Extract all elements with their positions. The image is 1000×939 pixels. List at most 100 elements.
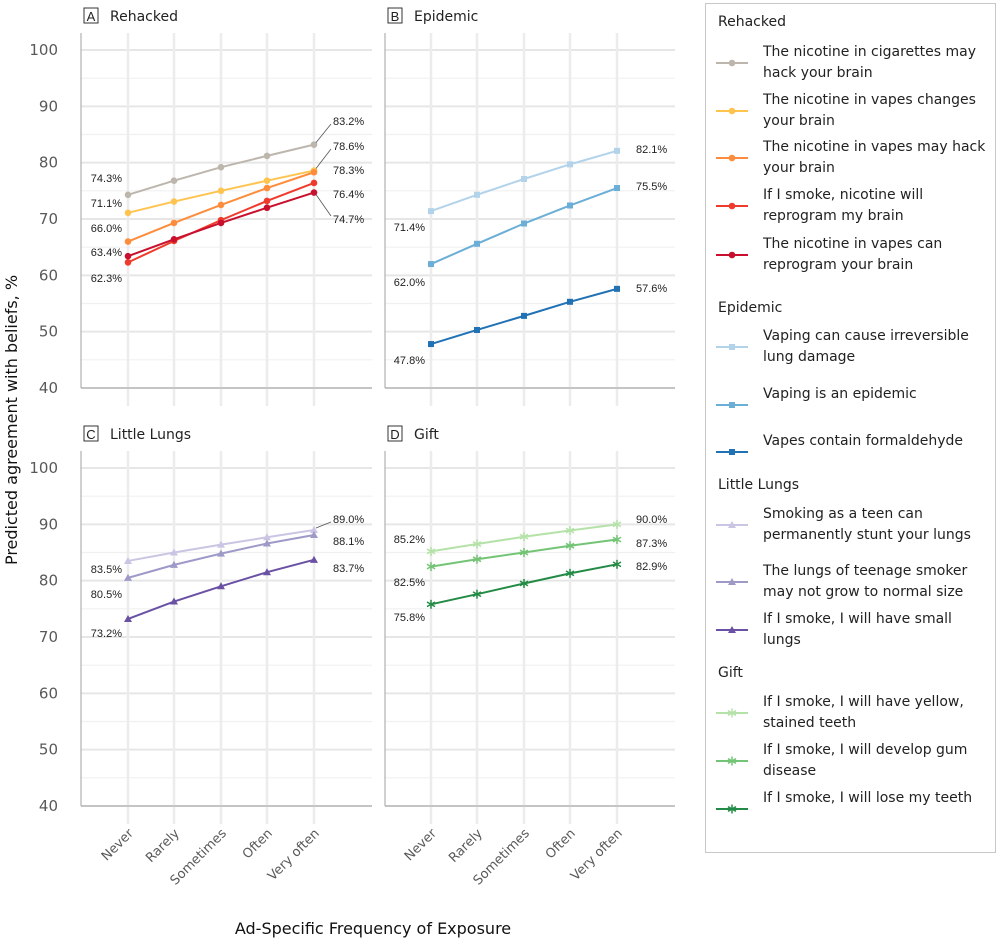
y-axis-title: Predicted agreement with beliefs, % — [2, 275, 21, 565]
panel-letter-box — [83, 425, 99, 442]
circle-marker — [310, 141, 318, 148]
series-line: 73.2% 83.7% — [91, 555, 364, 640]
data-label-start: 47.8% — [394, 355, 425, 367]
x-tick-label: Rarely — [143, 826, 183, 866]
panel-title: Gift — [414, 427, 439, 443]
legend-label: The nicotine in cigarettes may hack your… — [763, 44, 976, 81]
y-tick-label: 100 — [29, 459, 58, 477]
square-marker — [614, 147, 620, 154]
x-tick-label: Rarely — [446, 826, 486, 866]
circle-marker — [263, 184, 271, 192]
asterisk-marker — [565, 541, 575, 551]
data-label-start: 63.4% — [91, 247, 122, 259]
y-tick-label: 100 — [29, 41, 58, 59]
series-line: 75.8% 82.9% — [394, 559, 667, 624]
panel-title: Epidemic — [414, 9, 478, 25]
data-label-end: 74.7% — [333, 214, 364, 226]
series-line: 62.3% 76.4% — [91, 179, 364, 285]
panel-title: Rehacked — [110, 9, 178, 25]
asterisk-marker — [519, 578, 529, 588]
asterisk-marker — [612, 519, 622, 529]
circle-marker — [124, 238, 132, 245]
data-label-end: 75.5% — [636, 181, 667, 193]
x-tick-label: Never — [402, 826, 440, 864]
legend-swatch — [716, 107, 748, 115]
square-marker — [521, 312, 527, 319]
circle-marker — [124, 209, 132, 217]
legend-group-title: Little Lungs — [718, 477, 800, 493]
legend-swatch — [716, 521, 748, 528]
asterisk-stroke — [472, 541, 482, 548]
legend-group-title: Epidemic — [718, 300, 783, 316]
circle-marker — [728, 202, 736, 210]
panel-letter: D — [390, 427, 399, 442]
series-line: 83.5% 89.0% — [91, 514, 365, 576]
y-tick-label: 40 — [39, 379, 58, 397]
legend-label: The nicotine in vapes changes your brain — [763, 92, 976, 129]
x-axis-title: Ad-Specific Frequency of Exposure — [235, 919, 511, 938]
circle-marker — [728, 154, 736, 162]
legend-label: If I smoke, I will have small lungs — [763, 611, 952, 648]
series-line: 66.0% 78.3% — [91, 165, 364, 245]
circle-marker — [217, 163, 225, 171]
triangle-marker — [217, 540, 225, 548]
data-label-end: 90.0% — [636, 514, 667, 526]
panel-letter-box — [387, 425, 403, 442]
circle-marker — [170, 219, 178, 227]
label-leader-line — [315, 194, 332, 217]
square-marker — [474, 240, 480, 247]
y-tick-label: 90 — [39, 515, 58, 533]
circle-marker — [170, 235, 178, 243]
square-marker — [614, 185, 620, 192]
data-label-start: 74.3% — [91, 173, 122, 185]
triangle-marker — [263, 539, 271, 547]
asterisk-stroke — [727, 758, 737, 764]
legend-swatch — [716, 449, 748, 455]
asterisk-stroke — [727, 710, 737, 716]
triangle-marker — [170, 560, 178, 568]
triangle-marker — [310, 555, 318, 563]
triangle-marker — [728, 521, 736, 528]
circle-marker — [728, 251, 736, 259]
circle-marker — [263, 152, 271, 160]
square-marker — [428, 208, 434, 215]
legend-swatch — [716, 202, 748, 210]
triangle-marker — [310, 531, 318, 539]
asterisk-marker — [727, 708, 737, 718]
asterisk-marker — [565, 568, 575, 578]
square-marker — [428, 341, 434, 348]
square-marker — [521, 176, 527, 183]
data-label-end: 82.1% — [636, 144, 667, 156]
series-line: 85.2% 90.0% — [394, 514, 667, 556]
circle-marker — [263, 204, 271, 212]
square-marker — [474, 191, 480, 198]
legend-label: Vapes contain formaldehyde — [763, 433, 963, 449]
series-line: 74.3% 83.2% — [91, 116, 364, 199]
circle-marker — [263, 177, 271, 184]
triangle-marker — [124, 556, 132, 564]
data-label-end: 83.7% — [333, 563, 364, 575]
triangle-marker — [728, 626, 736, 633]
circle-marker — [217, 187, 225, 195]
circle-marker — [124, 191, 132, 199]
panel-letter: B — [391, 9, 400, 24]
legend-label: The nicotine in vapes can reprogram your… — [763, 236, 943, 273]
data-label-start: 62.0% — [394, 277, 425, 289]
series-line: 80.5% 88.1% — [91, 531, 364, 601]
data-label-end: 82.9% — [636, 561, 667, 573]
square-marker — [567, 202, 573, 209]
legend-swatch — [716, 251, 748, 259]
data-label-start: 75.8% — [394, 612, 425, 624]
x-tick-label: Often — [543, 826, 579, 862]
series-line: 63.4% 74.7% — [91, 189, 364, 260]
legend-label: Vaping is an epidemic — [763, 386, 917, 402]
asterisk-stroke — [612, 536, 622, 543]
square-marker — [729, 402, 735, 408]
legend-label: Smoking as a teen can permanently stunt … — [763, 506, 971, 543]
data-label-start: 71.4% — [394, 222, 425, 234]
legend-swatch — [716, 756, 748, 766]
data-label-start: 82.5% — [394, 577, 425, 589]
circle-marker — [310, 168, 318, 176]
asterisk-marker — [519, 548, 529, 557]
